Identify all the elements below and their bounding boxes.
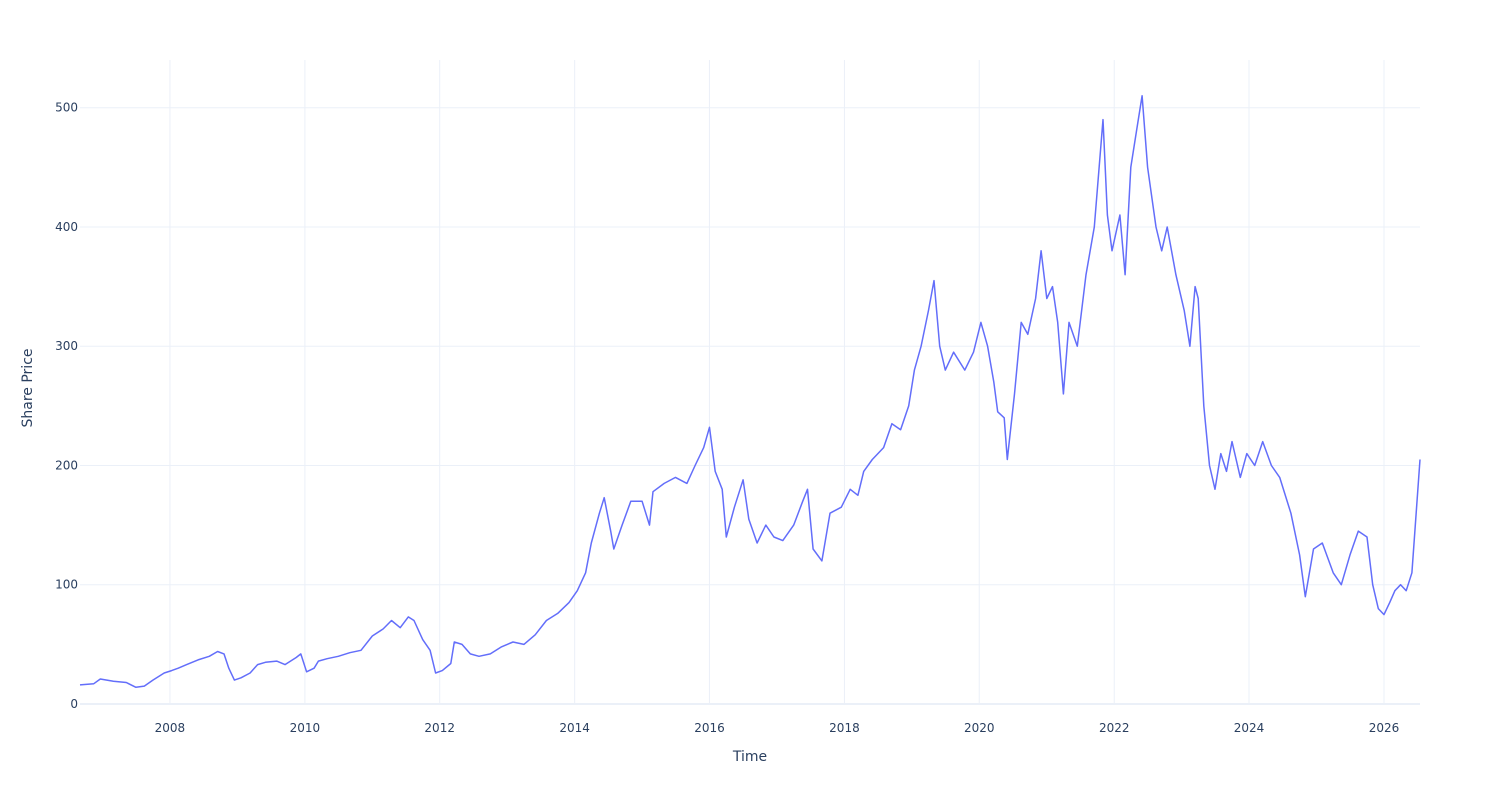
x-tick-label: 2026 xyxy=(1369,721,1400,735)
x-tick-label: 2022 xyxy=(1099,721,1130,735)
y-tick-labels: 0 100 200 300 400 500 xyxy=(55,101,78,711)
y-axis-title: Share Price xyxy=(20,348,36,427)
x-tick-labels: 2008 2010 2012 2014 2016 2018 2020 2022 2024 2026 xyxy=(155,721,1400,735)
y-gridlines xyxy=(80,107,1420,705)
x-tick-label: 2008 xyxy=(155,721,186,735)
x-axis-title: Time xyxy=(732,749,767,765)
x-gridlines xyxy=(169,60,1385,704)
x-tick-label: 2010 xyxy=(290,721,321,735)
price-series-line xyxy=(79,95,1421,689)
y-tick-label: 300 xyxy=(55,339,78,353)
x-tick-label: 2012 xyxy=(424,721,455,735)
plot-area xyxy=(79,95,1421,689)
y-tick-label: 200 xyxy=(55,458,78,472)
x-tick-label: 2018 xyxy=(829,721,860,735)
y-tick-label: 100 xyxy=(55,578,78,592)
y-tick-label: 0 xyxy=(70,697,78,711)
x-tick-label: 2024 xyxy=(1234,721,1265,735)
y-tick-label: 500 xyxy=(55,101,78,115)
y-tick-label: 400 xyxy=(55,220,78,234)
x-tick-label: 2014 xyxy=(559,721,590,735)
x-tick-label: 2016 xyxy=(694,721,725,735)
x-tick-label: 2020 xyxy=(964,721,995,735)
